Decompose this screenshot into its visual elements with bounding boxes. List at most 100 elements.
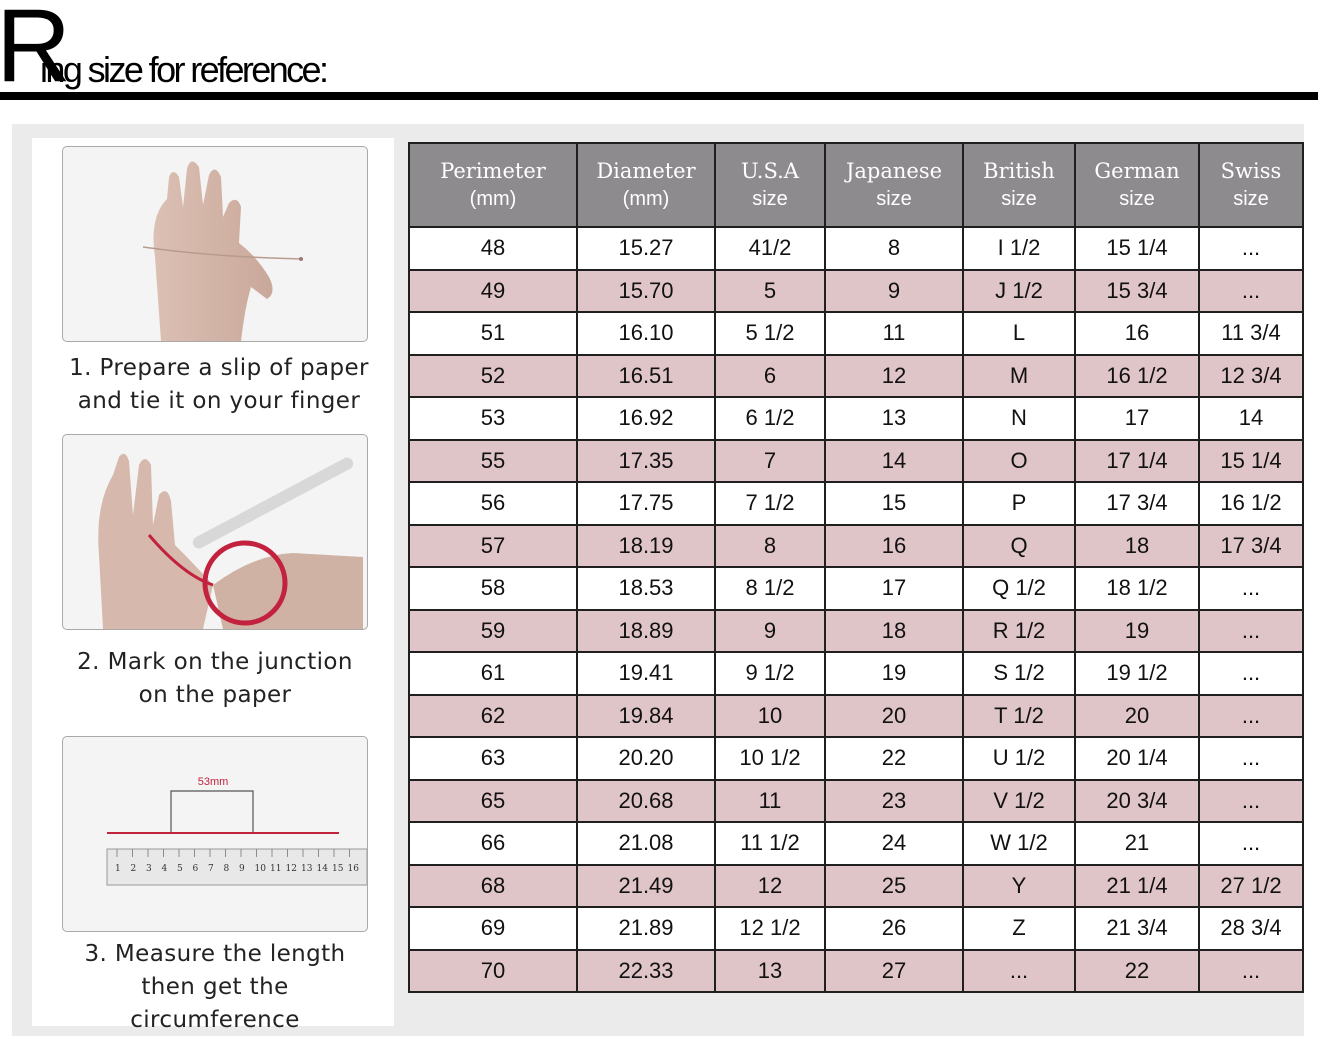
table-cell: 16.51	[576, 353, 716, 398]
table-cell: V 1/2	[962, 778, 1076, 823]
ruler-number: 15	[332, 864, 344, 874]
table-cell: 51	[408, 311, 578, 356]
ruler-number: 13	[301, 864, 313, 874]
table-cell: 55	[408, 438, 578, 483]
table-cell: 15 3/4	[1074, 268, 1200, 313]
table-cell: 12 1/2	[714, 906, 826, 951]
step-2-text: 2. Mark on the junction on the paper	[77, 649, 353, 708]
column-header-unit: size	[752, 188, 788, 210]
table-cell: 19.84	[576, 693, 716, 738]
table-cell: 26	[824, 906, 964, 951]
table-cell: 27	[824, 948, 964, 993]
step-1-text: 1. Prepare a slip of paper and tie it on…	[69, 355, 369, 414]
table-cell: ...	[1198, 778, 1304, 823]
table-cell: 6	[714, 353, 826, 398]
table-header-row: Perimeter (mm) Diameter (mm) U.S.A size Japane…	[408, 142, 1304, 228]
table-cell: 11	[714, 778, 826, 823]
table-cell: 48	[408, 226, 578, 271]
table-cell: 19	[1074, 608, 1200, 653]
table-cell: 9	[824, 268, 964, 313]
title-text: ing size for reference:	[40, 49, 329, 90]
measure-label: 53mm	[198, 776, 229, 788]
table-cell: 13	[714, 948, 826, 993]
table-cell: O	[962, 438, 1076, 483]
table-cell: W 1/2	[962, 821, 1076, 866]
table-cell: I 1/2	[962, 226, 1076, 271]
table-cell: 70	[408, 948, 578, 993]
table-cell: 27 1/2	[1198, 863, 1304, 908]
table-cell: 20	[1074, 693, 1200, 738]
column-header-title: Japanese	[845, 159, 943, 183]
table-cell: Q 1/2	[962, 566, 1076, 611]
ruler-number: 8	[224, 864, 230, 874]
table-cell: 21.49	[576, 863, 716, 908]
table-cell: 21	[1074, 821, 1200, 866]
table-row: 63 20.20 10 1/2 22 U 1/2 20 1/4...	[408, 736, 1304, 781]
table-cell: 17 1/4	[1074, 438, 1200, 483]
column-header-unit: size	[1233, 188, 1269, 210]
ruler-number: 14	[317, 864, 329, 874]
marking-paper-illustration	[62, 434, 368, 630]
table-cell: 15 1/4	[1198, 438, 1304, 483]
ruler-number: 10	[255, 864, 267, 874]
table-cell: 63	[408, 736, 578, 781]
hand-pen-icon	[98, 453, 363, 629]
ring-size-table: Perimeter (mm) Diameter (mm) U.S.A size Japane…	[408, 142, 1304, 993]
column-header: Diameter (mm)	[576, 142, 716, 228]
table-cell: 16 1/2	[1198, 481, 1304, 526]
table-cell: ...	[1198, 821, 1304, 866]
ruler-number: 9	[239, 864, 245, 874]
table-cell: 41/2	[714, 226, 826, 271]
table-cell: 52	[408, 353, 578, 398]
table-cell: 11 1/2	[714, 821, 826, 866]
table-row: 62 19.84 10 20 T 1/2 20...	[408, 693, 1304, 738]
title-rule	[0, 92, 1318, 100]
table-cell: ...	[1198, 693, 1304, 738]
table-cell: 19 1/2	[1074, 651, 1200, 696]
table-cell: 13	[824, 396, 964, 441]
table-cell: 21.89	[576, 906, 716, 951]
table-cell: 15.70	[576, 268, 716, 313]
table-cell: 16	[824, 523, 964, 568]
table-cell: ...	[962, 948, 1076, 993]
ruler-number: 12	[286, 864, 297, 874]
table-cell: J 1/2	[962, 268, 1076, 313]
table-row: 57 18.19 8 16 Q 18 17 3/4	[408, 523, 1304, 568]
table-cell: 12	[824, 353, 964, 398]
table-cell: 62	[408, 693, 578, 738]
column-header: Swiss size	[1198, 142, 1304, 228]
table-row: 70 22.33 13 27... 22...	[408, 948, 1304, 993]
table-cell: 53	[408, 396, 578, 441]
column-header-unit: (mm)	[622, 188, 670, 210]
table-cell: 14	[824, 438, 964, 483]
table-cell: 18.89	[576, 608, 716, 653]
table-row: 52 16.51 6 12 M 16 1/2 12 3/4	[408, 353, 1304, 398]
table-row: 55 17.35 7 14 O 17 1/4 15 1/4	[408, 438, 1304, 483]
table-cell: 10 1/2	[714, 736, 826, 781]
table-cell: 20	[824, 693, 964, 738]
table-cell: 56	[408, 481, 578, 526]
ruler-number: 3	[146, 864, 152, 874]
table-cell: 7	[714, 438, 826, 483]
column-header: British size	[962, 142, 1076, 228]
table-cell: 59	[408, 608, 578, 653]
ruler-number: 11	[270, 864, 281, 874]
table-cell: 22	[1074, 948, 1200, 993]
table-cell: 58	[408, 566, 578, 611]
page-title: R ing size for reference:	[0, 0, 1318, 100]
table-cell: ...	[1198, 651, 1304, 696]
table-cell: 20 3/4	[1074, 778, 1200, 823]
column-header-unit: size	[1119, 188, 1155, 210]
table-cell: 17.35	[576, 438, 716, 483]
table-cell: 21 1/4	[1074, 863, 1200, 908]
table-cell: 17 3/4	[1198, 523, 1304, 568]
table-cell: 10	[714, 693, 826, 738]
table-row: 48 15.27 41/2 8 I 1/2 15 1/4...	[408, 226, 1304, 271]
table-row: 56 17.75 7 1/2 15 P 17 3/4 16 1/2	[408, 481, 1304, 526]
table-cell: ...	[1198, 566, 1304, 611]
table-cell: 23	[824, 778, 964, 823]
table-cell: 20.20	[576, 736, 716, 781]
table-cell: 17	[1074, 396, 1200, 441]
table-cell: L	[962, 311, 1076, 356]
table-cell: ...	[1198, 736, 1304, 781]
